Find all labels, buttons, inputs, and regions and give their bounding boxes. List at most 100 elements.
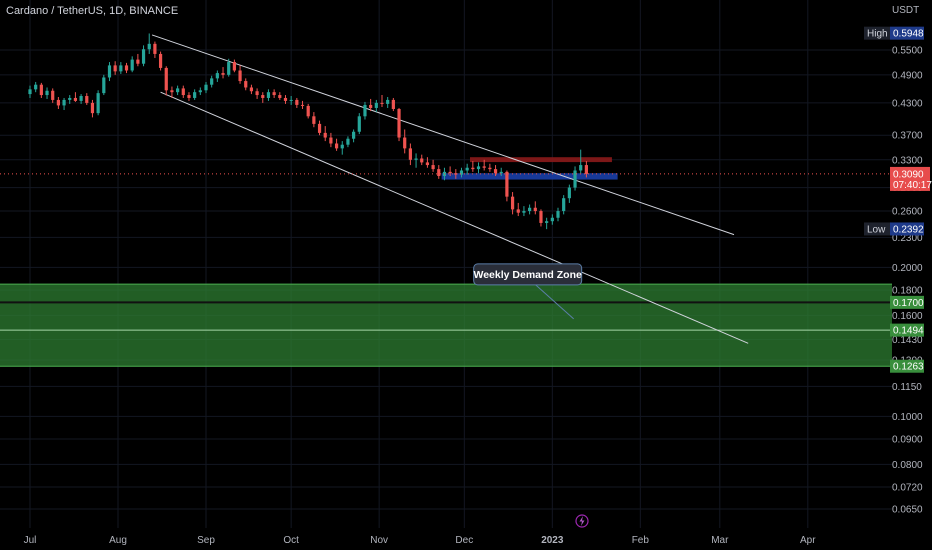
candle-body[interactable] xyxy=(397,108,401,138)
candle-body[interactable] xyxy=(476,166,481,170)
candle-body[interactable] xyxy=(68,97,72,100)
candle-body[interactable] xyxy=(459,170,464,175)
candle-body[interactable] xyxy=(130,59,134,71)
candle-body[interactable] xyxy=(562,198,566,212)
candle-body[interactable] xyxy=(403,137,407,149)
candle-body[interactable] xyxy=(272,92,276,96)
candle-body[interactable] xyxy=(278,95,282,98)
candle-body[interactable] xyxy=(471,167,475,170)
candle-body[interactable] xyxy=(176,88,180,93)
candle-body[interactable] xyxy=(420,158,424,163)
candle-body[interactable] xyxy=(193,92,197,98)
candle-body[interactable] xyxy=(516,209,520,213)
candle-body[interactable] xyxy=(539,211,543,223)
candle-body[interactable] xyxy=(369,104,373,108)
candle-body[interactable] xyxy=(374,102,378,108)
candle-body[interactable] xyxy=(164,67,168,91)
candle-body[interactable] xyxy=(425,162,430,166)
candle-body[interactable] xyxy=(90,102,95,114)
candle-body[interactable] xyxy=(346,138,350,145)
candle-body[interactable] xyxy=(124,65,129,71)
candle-body[interactable] xyxy=(198,90,202,93)
candle-body[interactable] xyxy=(408,148,412,160)
candle-body[interactable] xyxy=(187,95,191,98)
candle-body[interactable] xyxy=(414,158,418,160)
candle-body[interactable] xyxy=(556,211,560,218)
candle-body[interactable] xyxy=(238,70,242,82)
candle-body[interactable] xyxy=(96,93,100,114)
candle-body[interactable] xyxy=(210,78,214,85)
candle-body[interactable] xyxy=(334,143,339,149)
candle-body[interactable] xyxy=(170,90,174,93)
candle-body[interactable] xyxy=(454,173,458,175)
candle-body[interactable] xyxy=(136,59,140,64)
candle-body[interactable] xyxy=(493,169,498,174)
candle-body[interactable] xyxy=(221,73,225,75)
candle-body[interactable] xyxy=(352,131,356,139)
candle-body[interactable] xyxy=(323,132,327,138)
candle-body[interactable] xyxy=(45,90,49,96)
candle-body[interactable] xyxy=(505,171,509,197)
candle-body[interactable] xyxy=(522,211,526,213)
candle-body[interactable] xyxy=(312,116,316,124)
candle-body[interactable] xyxy=(51,90,55,100)
candle-body[interactable] xyxy=(227,62,231,75)
candle-body[interactable] xyxy=(39,84,43,96)
candle-body[interactable] xyxy=(391,99,395,109)
candle-body[interactable] xyxy=(545,221,549,223)
candle-body[interactable] xyxy=(584,165,588,174)
candle-body[interactable] xyxy=(363,104,367,117)
candle-body[interactable] xyxy=(56,99,60,106)
candle-body[interactable] xyxy=(141,49,146,64)
candle-body[interactable] xyxy=(119,65,123,72)
candle-body[interactable] xyxy=(533,207,537,212)
candle-body[interactable] xyxy=(300,104,305,106)
candle-body[interactable] xyxy=(510,196,515,210)
candle-body[interactable] xyxy=(528,207,532,212)
candle-body[interactable] xyxy=(567,187,571,199)
candle-body[interactable] xyxy=(317,123,322,133)
candle-body[interactable] xyxy=(482,166,486,168)
candle-body[interactable] xyxy=(232,62,236,71)
candle-body[interactable] xyxy=(550,217,554,222)
candle-body[interactable] xyxy=(448,171,452,174)
candle-body[interactable] xyxy=(437,169,441,177)
candle-body[interactable] xyxy=(255,91,259,96)
candle-body[interactable] xyxy=(147,43,151,50)
candle-body[interactable] xyxy=(244,81,248,88)
candle-body[interactable] xyxy=(215,73,219,79)
lightning-icon[interactable] xyxy=(575,514,589,528)
candle-body[interactable] xyxy=(153,43,157,54)
candle-body[interactable] xyxy=(34,84,38,90)
candle-body[interactable] xyxy=(386,99,390,104)
candle-body[interactable] xyxy=(204,84,208,91)
candle-body[interactable] xyxy=(79,96,83,101)
candle-body[interactable] xyxy=(107,65,112,78)
candle-body[interactable] xyxy=(261,95,265,98)
candle-body[interactable] xyxy=(113,65,117,72)
candle-body[interactable] xyxy=(289,99,293,101)
annotation-box[interactable] xyxy=(473,263,583,286)
candle-body[interactable] xyxy=(380,102,384,104)
candle-body[interactable] xyxy=(249,87,254,92)
candle-body[interactable] xyxy=(181,88,185,96)
candle-body[interactable] xyxy=(573,170,577,188)
candle-body[interactable] xyxy=(499,171,503,174)
candle-body[interactable] xyxy=(295,99,299,105)
candle-body[interactable] xyxy=(266,92,271,98)
candle-body[interactable] xyxy=(62,99,66,106)
candle-body[interactable] xyxy=(73,97,78,101)
candle-body[interactable] xyxy=(329,137,333,144)
candle-body[interactable] xyxy=(102,77,106,94)
candle-body[interactable] xyxy=(431,165,435,170)
candle-body[interactable] xyxy=(306,105,310,117)
candle-body[interactable] xyxy=(579,165,583,171)
candle-body[interactable] xyxy=(158,53,163,68)
candle-body[interactable] xyxy=(85,96,89,103)
candle-body[interactable] xyxy=(357,116,361,132)
candle-body[interactable] xyxy=(28,89,32,95)
candle-body[interactable] xyxy=(283,97,288,101)
candle-body[interactable] xyxy=(465,167,469,171)
candle-body[interactable] xyxy=(340,144,344,149)
